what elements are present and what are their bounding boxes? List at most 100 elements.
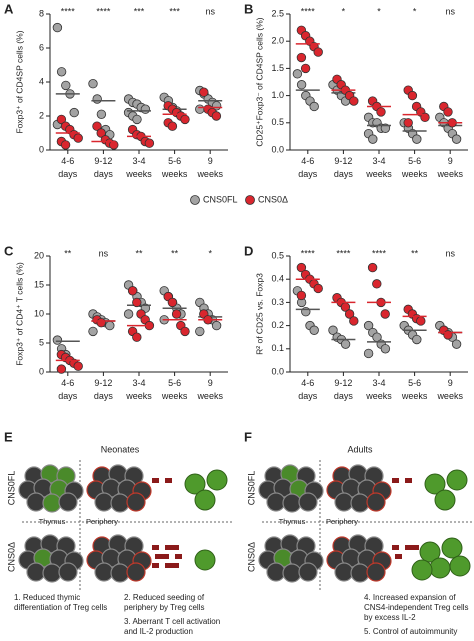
note-line: 5. Control of autoimmunity — [364, 627, 457, 636]
data-point — [109, 140, 119, 150]
data-point — [380, 344, 391, 354]
il2 — [392, 545, 399, 550]
y-tick-label: 0 — [39, 144, 44, 154]
significance: *** — [134, 6, 145, 16]
significance: * — [377, 6, 381, 16]
data-point — [144, 138, 155, 148]
il2 — [405, 545, 412, 550]
data-point — [195, 326, 205, 337]
x-tick-label-line: 4-6 — [61, 156, 74, 166]
cell — [110, 493, 130, 513]
x-tick-label-line: 4-6 — [301, 156, 314, 166]
il2 — [405, 478, 412, 483]
x-tick-label: 9 weeks — [196, 378, 223, 401]
data-point — [132, 114, 142, 125]
data-point — [296, 52, 307, 63]
note-line: 4. Increased expansion of — [364, 593, 456, 602]
y-tick-label: 0.5 — [271, 117, 284, 127]
significance: **** — [336, 248, 351, 258]
y-tick-label: 2.5 — [271, 8, 284, 18]
significance: ns — [445, 6, 455, 16]
x-tick-label-line: weeks — [161, 169, 188, 179]
il2 — [175, 554, 182, 559]
data-point — [292, 69, 303, 79]
panel-label: E — [4, 429, 13, 444]
data-point — [407, 90, 418, 101]
data-point — [56, 114, 67, 125]
data-point — [328, 325, 338, 335]
note: 4. Increased expansion of CNS4-independen… — [364, 593, 469, 622]
treg-cell — [449, 555, 471, 577]
treg-cell — [184, 473, 206, 495]
x-tick-label-line: days — [94, 169, 114, 179]
note-line: 1. Reduced thymic — [14, 593, 80, 602]
panel-label: A — [4, 1, 14, 16]
x-tick-label-line: weeks — [196, 391, 223, 401]
data-point — [296, 290, 307, 301]
x-tick-label: 5-6 weeks — [401, 156, 428, 179]
il2 — [395, 554, 402, 559]
cell — [282, 493, 302, 513]
x-tick-label-line: 4-6 — [301, 378, 314, 388]
data-point — [313, 47, 323, 57]
significance: ** — [411, 248, 419, 258]
note-line: CNS4-independent Treg cells — [364, 603, 469, 612]
data-point — [123, 309, 134, 319]
il2 — [152, 563, 159, 568]
x-tick-label-line: 9 — [208, 378, 213, 388]
significance: * — [208, 248, 212, 258]
data-point — [412, 134, 422, 144]
x-tick-label: 9-12 days — [94, 156, 114, 179]
y-axis-label: Foxp3⁺ of CD4⁺ T cells (%) — [14, 262, 24, 366]
cell — [366, 562, 386, 582]
x-tick-label-line: 3-4 — [372, 156, 385, 166]
region-label: Periphery — [326, 517, 358, 526]
x-tick-label-line: weeks — [401, 391, 428, 401]
data-point — [132, 297, 142, 308]
region-label: Thymus — [279, 517, 306, 526]
note-line: differentiation of Treg cells — [14, 603, 107, 612]
cell — [94, 562, 114, 582]
cell — [298, 562, 318, 582]
x-tick-label: 5-6 weeks — [161, 156, 188, 179]
cell — [350, 563, 370, 583]
data-point — [140, 104, 151, 114]
row-label: CNS0Δ — [246, 542, 256, 572]
significance: **** — [61, 6, 76, 16]
cell — [282, 563, 302, 583]
x-tick-label-line: weeks — [401, 169, 428, 179]
panel-label: B — [244, 1, 253, 16]
il2 — [172, 545, 179, 550]
cell — [26, 562, 46, 582]
x-tick-label-line: days — [298, 169, 318, 179]
note-line: 2. Reduced seeding of — [124, 593, 205, 602]
data-point — [171, 309, 182, 319]
data-point — [88, 326, 98, 337]
x-tick-label-line: days — [94, 391, 114, 401]
data-point — [313, 283, 323, 294]
x-tick-label: 9 weeks — [436, 156, 463, 179]
x-tick-label-line: weeks — [365, 391, 392, 401]
il2 — [165, 563, 172, 568]
y-tick-label: 6 — [39, 42, 44, 52]
significance: ** — [64, 248, 72, 258]
x-tick-label-line: weeks — [161, 391, 188, 401]
x-tick-label-line: 9-12 — [94, 156, 112, 166]
data-point — [96, 128, 106, 138]
cell — [266, 562, 286, 582]
data-point — [296, 262, 307, 273]
x-tick-label-line: days — [58, 169, 78, 179]
x-tick-label-line: weeks — [365, 169, 392, 179]
x-tick-label: 4-6 days — [298, 156, 318, 179]
row-label: CNS0FL — [6, 471, 16, 506]
cell — [26, 492, 46, 512]
y-tick-label: 2 — [39, 110, 44, 120]
y-tick-label: 0.5 — [271, 250, 284, 260]
x-tick-label-line: 5-6 — [408, 156, 421, 166]
data-point — [443, 107, 453, 117]
il2 — [172, 563, 179, 568]
data-point — [211, 111, 222, 121]
cell — [334, 492, 354, 512]
legend-marker — [190, 195, 200, 205]
